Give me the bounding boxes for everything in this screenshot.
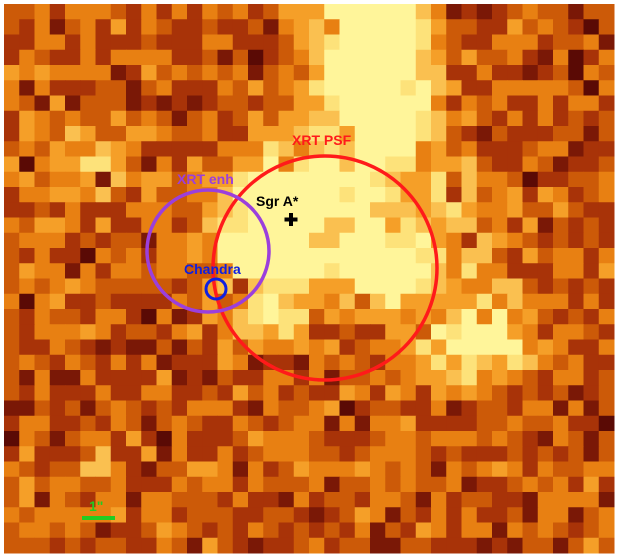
xray-counts-heatmap <box>4 4 615 554</box>
sgr-a-star-marker <box>284 213 298 226</box>
sgr-a-star-label: Sgr A* <box>256 193 299 209</box>
xrt-enh-circle <box>145 188 271 314</box>
chandra-circle <box>204 277 228 301</box>
scale-bar-label: 1" <box>89 498 103 514</box>
xrt-psf-circle <box>211 154 439 382</box>
xrt-enh-label: XRT enh <box>177 171 234 187</box>
xrt-psf-label: XRT PSF <box>292 132 352 148</box>
scale-bar <box>82 516 115 520</box>
chandra-label: Chandra <box>184 261 241 277</box>
